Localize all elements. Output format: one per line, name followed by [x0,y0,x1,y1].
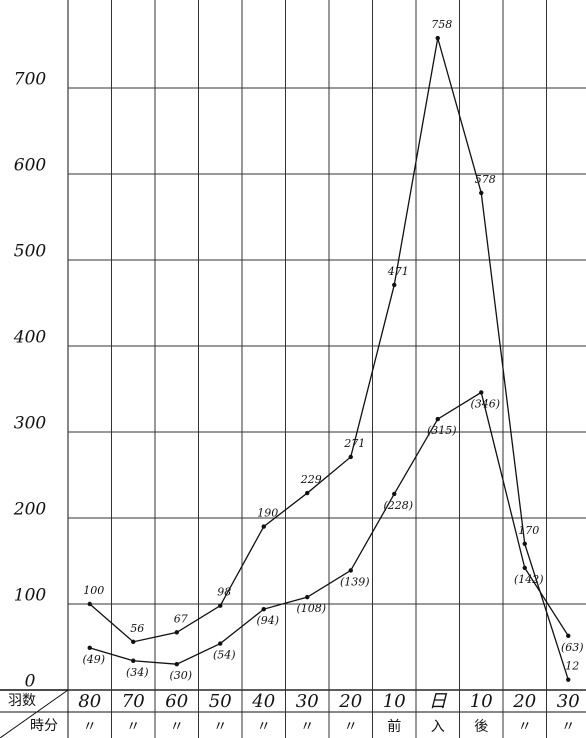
data-label: (30) [169,669,192,682]
y-tick-label: 600 [14,156,47,176]
point [566,677,570,681]
x-tick-label: 70 [122,691,145,712]
x-sublabel: 前 [387,718,401,735]
x-tick-label: 60 [165,691,188,712]
point [436,417,440,421]
point [392,492,396,496]
x-sublabel: 入 [431,719,445,735]
data-label: 12 [565,660,579,673]
x-sublabel: 〃 [300,719,314,735]
x-tick-label: 30 [557,691,580,712]
point [436,36,440,40]
data-label: (142) [514,573,544,586]
data-label: 578 [475,173,496,186]
point [305,491,309,495]
point [175,630,179,634]
point [218,604,222,608]
x-sublabel: 〃 [518,719,532,735]
y-tick-label: 200 [13,500,47,520]
point [305,595,309,599]
y-tick-label: 400 [13,328,47,348]
data-label: 100 [83,584,104,597]
point [175,662,179,666]
x-tick-label: 10 [470,691,493,712]
data-label: (228) [383,499,413,512]
x-axis-label: 時分 [30,718,58,734]
x-tick-label: 30 [296,691,319,712]
point [349,568,353,572]
point [523,566,527,570]
point [523,542,527,546]
y-tick-label: 100 [14,586,47,606]
data-label: (54) [213,649,236,662]
x-tick-label: 50 [209,691,232,712]
point [262,524,266,528]
x-sublabel: 〃 [344,719,358,735]
x-tick-label: 日 [429,691,448,712]
data-label: 471 [387,265,409,278]
point [392,283,396,287]
x-tick-label: 80 [78,691,101,712]
x-sublabel: 〃 [170,719,184,735]
background [0,0,586,738]
x-tick-label: 20 [338,691,362,712]
x-tick-label: 20 [512,691,536,712]
y-axis-label: 羽数 [8,693,36,709]
x-sublabel: 〃 [257,719,271,735]
y-tick-label: 300 [14,414,47,434]
x-sublabel: 〃 [561,719,575,735]
point [566,634,570,638]
chart: 羽数 時分 0 100 200 300 400 500 600 700 80 〃 70 〃 60 〃 50 〃… [0,0,586,738]
point [479,191,483,195]
x-sublabel: 後 [474,719,488,735]
data-label: (94) [256,614,279,627]
data-label: (34) [126,666,149,679]
point [218,641,222,645]
x-sublabel: 〃 [83,719,97,735]
data-label: (346) [470,397,500,410]
data-label: 190 [257,507,278,520]
point [131,659,135,663]
data-label: 229 [300,473,322,486]
data-label: 271 [343,437,365,450]
data-label: 56 [130,622,144,635]
data-label: (139) [340,575,370,588]
y-tick-label: 500 [14,242,47,262]
point [479,390,483,394]
data-label: (49) [82,653,105,666]
data-label: (63) [561,641,584,654]
x-tick-label: 10 [383,691,406,712]
x-sublabel: 〃 [213,719,227,735]
point [349,455,353,459]
point [88,602,92,606]
y-tick-label: 700 [14,70,47,90]
y-tick-label: 0 [25,672,36,692]
x-tick-label: 40 [251,691,275,712]
data-label: (108) [296,602,326,615]
point [262,607,266,611]
point [88,646,92,650]
data-label: (315) [427,424,457,437]
data-label: 67 [174,612,188,625]
data-label: 170 [518,524,539,537]
data-label: 98 [217,586,231,599]
x-sublabel: 〃 [126,719,140,735]
data-label: 758 [431,18,452,31]
point [131,640,135,644]
